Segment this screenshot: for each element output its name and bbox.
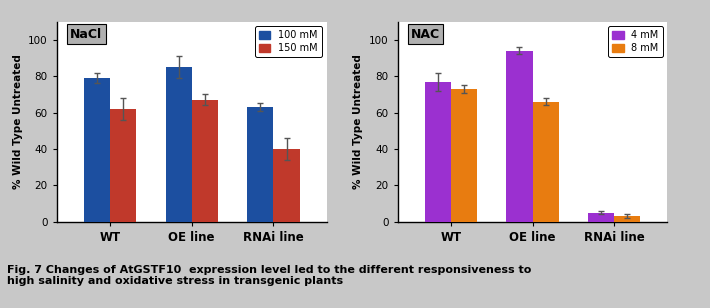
- Bar: [532, 102, 559, 222]
- Bar: [247, 107, 273, 222]
- Bar: [273, 149, 300, 222]
- Y-axis label: % Wild Type Untreated: % Wild Type Untreated: [354, 54, 364, 189]
- Bar: [84, 78, 110, 222]
- Legend: 4 mM, 8 mM: 4 mM, 8 mM: [608, 26, 662, 57]
- Bar: [165, 67, 192, 222]
- Y-axis label: % Wild Type Untreated: % Wild Type Untreated: [13, 54, 23, 189]
- Bar: [110, 109, 136, 222]
- Bar: [425, 82, 451, 222]
- Bar: [506, 51, 532, 222]
- Bar: [451, 89, 477, 222]
- Legend: 100 mM, 150 mM: 100 mM, 150 mM: [255, 26, 322, 57]
- Text: Fig. 7 Changes of AtGSTF10  expression level led to the different responsiveness: Fig. 7 Changes of AtGSTF10 expression le…: [7, 265, 532, 286]
- Bar: [588, 213, 614, 222]
- Text: NaCl: NaCl: [70, 28, 102, 41]
- Bar: [192, 100, 218, 222]
- Bar: [614, 216, 640, 222]
- Text: NAC: NAC: [411, 28, 440, 41]
